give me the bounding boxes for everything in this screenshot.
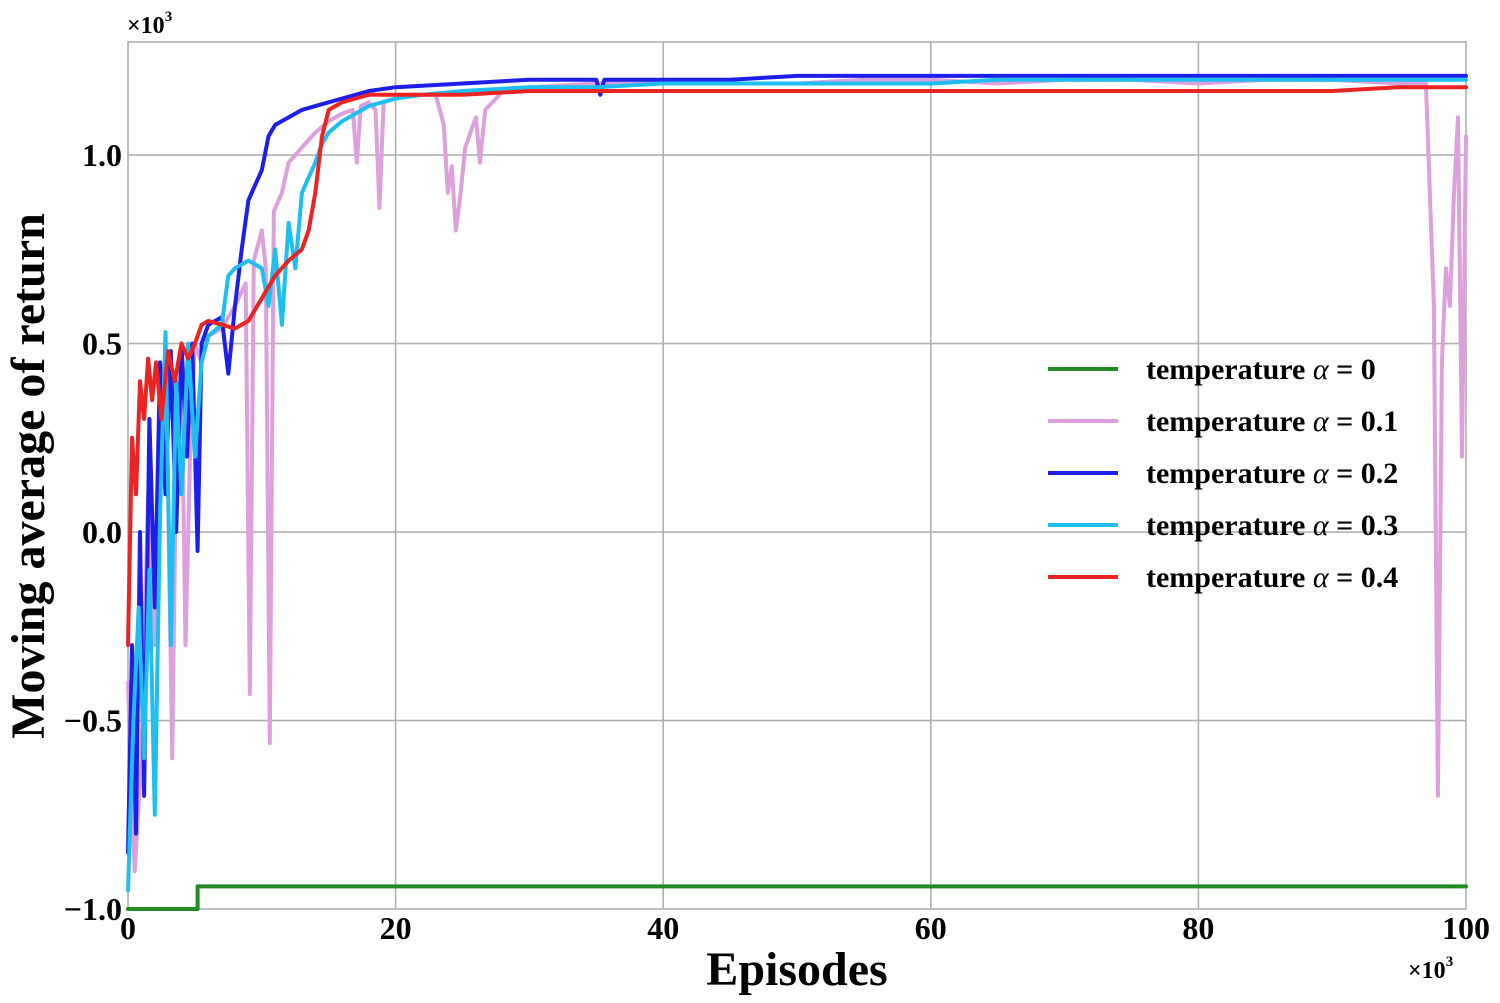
legend-label-symbol: α (1313, 561, 1330, 594)
y-tick-label: 1.0 (82, 137, 122, 173)
y-axis-label: Moving average of return (2, 213, 55, 739)
legend-label-prefix: temperature (1146, 457, 1313, 490)
x-tick-label: 100 (1442, 910, 1490, 946)
legend-label-symbol: α (1313, 457, 1330, 490)
x-tick-label: 20 (380, 910, 412, 946)
y-multiplier-exp: 3 (165, 9, 173, 25)
grid-layer (128, 42, 1466, 909)
legend-label-suffix: = 0 (1329, 353, 1376, 386)
legend-label-3: temperature α = 0.3 (1146, 509, 1398, 542)
x-tick-label: 80 (1182, 910, 1214, 946)
series-layer (126, 73, 1468, 911)
legend-label-4: temperature α = 0.4 (1146, 561, 1398, 594)
legend-label-1: temperature α = 0.1 (1146, 405, 1398, 438)
y-multiplier-base: ×10 (127, 13, 165, 39)
series-line-4 (126, 85, 1468, 648)
y-tick-label: −1.0 (64, 891, 122, 927)
y-tick-label: 0.5 (82, 326, 122, 362)
y-tick-label: −0.5 (64, 703, 122, 739)
legend-label-prefix: temperature (1146, 509, 1313, 542)
legend-label-symbol: α (1313, 405, 1330, 438)
legend-label-prefix: temperature (1146, 353, 1313, 386)
y-multiplier: ×103 (127, 9, 172, 39)
x-multiplier-exp: 3 (1446, 954, 1454, 970)
tick-layer: 0 20 40 60 80 100 −1.0 −0.5 0.0 0.5 1.0 (64, 137, 1490, 946)
legend-label-2: temperature α = 0.2 (1146, 457, 1398, 490)
legend-label-symbol: α (1313, 353, 1330, 386)
x-tick-label: 40 (647, 910, 679, 946)
x-multiplier-base: ×10 (1408, 958, 1446, 984)
legend-label-symbol: α (1313, 509, 1330, 542)
y-tick-label: 0.0 (82, 514, 122, 550)
x-tick-label: 0 (120, 910, 136, 946)
x-multiplier: ×103 (1408, 954, 1453, 984)
legend-label-suffix: = 0.1 (1329, 405, 1399, 438)
legend-label-prefix: temperature (1146, 405, 1313, 438)
plot-frame (127, 41, 1467, 910)
series-line-0 (126, 884, 1468, 911)
legend-label-suffix: = 0.4 (1329, 561, 1399, 594)
legend-label-suffix: = 0.2 (1329, 457, 1399, 490)
series-line-3 (126, 77, 1468, 893)
legend-label-suffix: = 0.3 (1329, 509, 1399, 542)
x-tick-label: 60 (915, 910, 947, 946)
x-axis-label: Episodes (706, 943, 887, 996)
legend-label-prefix: temperature (1146, 561, 1313, 594)
legend-label-0: temperature α = 0 (1146, 353, 1376, 386)
